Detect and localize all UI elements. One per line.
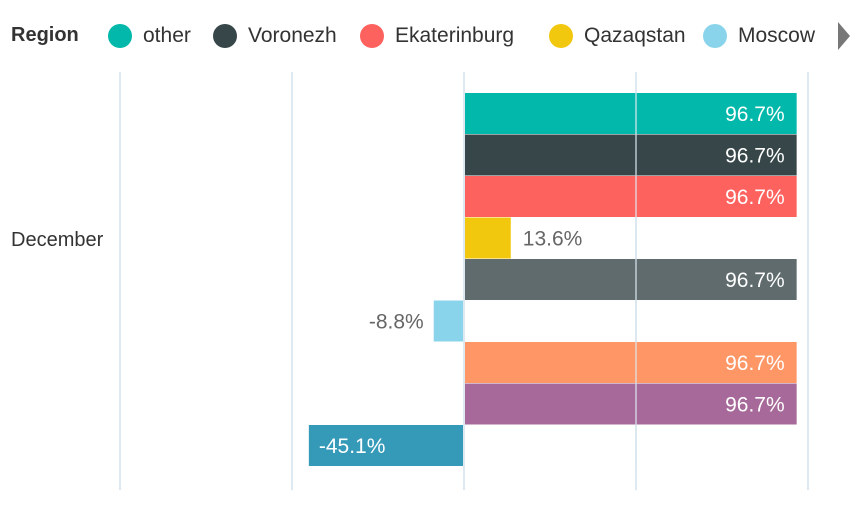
data-label: 96.7% [725,103,785,126]
legend: Region other Voronezh Ekaterinburg Qazaq… [0,0,859,70]
legend-label: Moscow [738,24,816,47]
data-label: 96.7% [725,186,785,209]
legend-dot-icon [360,24,384,48]
legend-dot-icon [213,24,237,48]
legend-label: Ekaterinburg [395,24,515,47]
legend-label: Qazaqstan [584,24,686,47]
legend-item-voronezh[interactable]: Voronezh [213,22,337,50]
data-label: 96.7% [725,393,785,416]
legend-item-ekaterinburg[interactable]: Ekaterinburg [360,22,514,50]
bar[interactable] [464,134,797,176]
bar[interactable] [464,93,797,134]
category-label: December [11,229,104,251]
bar[interactable] [464,217,511,259]
legend-label: other [143,24,191,47]
legend-label: Voronezh [248,24,337,47]
bar[interactable] [464,342,797,383]
bar[interactable] [464,176,797,217]
data-label: -45.1% [319,435,386,458]
data-label: 96.7% [725,269,785,292]
data-label: 13.6% [523,227,583,250]
legend-item-other[interactable]: other [108,22,191,50]
bar[interactable] [433,300,464,342]
legend-dot-icon [108,24,132,48]
bar[interactable] [308,425,464,466]
data-label: 96.7% [725,144,785,167]
legend-item-qazaqstan[interactable]: Qazaqstan [549,22,686,50]
legend-next-arrow-icon[interactable] [838,22,850,50]
legend-item-moscow[interactable]: Moscow [703,22,815,50]
legend-title: Region [11,24,79,46]
bar[interactable] [464,259,797,300]
legend-dot-icon [549,24,573,48]
data-label: -8.8% [369,310,424,333]
bar[interactable] [464,383,797,425]
legend-dot-icon [703,24,727,48]
data-label: 96.7% [725,352,785,375]
